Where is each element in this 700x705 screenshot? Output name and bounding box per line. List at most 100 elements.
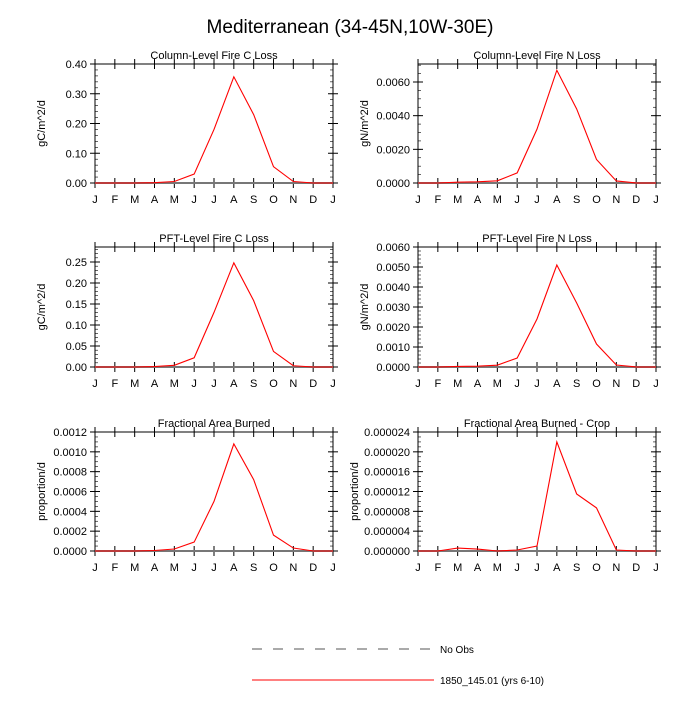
x-tick-label: M xyxy=(130,378,139,390)
x-tick-label: J xyxy=(330,194,336,206)
x-tick-label: A xyxy=(474,562,482,574)
x-tick-label: J xyxy=(514,194,520,206)
x-tick-label: D xyxy=(632,562,640,574)
y-axis-label: gN/m^2/d xyxy=(359,284,371,331)
x-tick-label: M xyxy=(453,562,462,574)
x-tick-label: M xyxy=(493,194,502,206)
x-tick-label: J xyxy=(92,378,98,390)
x-tick-label: J xyxy=(92,194,98,206)
x-tick-label: D xyxy=(632,378,640,390)
y-tick-label: 0.0040 xyxy=(376,111,410,123)
y-tick-label: 0.0004 xyxy=(53,506,87,518)
x-tick-label: O xyxy=(269,378,278,390)
panel-2: Column-Level Fire N Loss gN/m^2/d 0.0000 0.… xyxy=(359,50,661,206)
panel-title: Fractional Area Burned xyxy=(158,418,271,430)
y-axis-label: gN/m^2/d xyxy=(359,100,371,147)
x-tick-label: F xyxy=(434,194,441,206)
x-tick-label: D xyxy=(309,378,317,390)
legend: No Obs 1850_145.01 (yrs 6-10) xyxy=(252,645,544,687)
x-tick-label: O xyxy=(592,562,601,574)
x-tick-label: O xyxy=(269,562,278,574)
x-tick-label: F xyxy=(434,562,441,574)
y-tick-label: 0.000016 xyxy=(364,467,410,479)
y-tick-label: 0.000000 xyxy=(364,546,410,558)
panel-title: Column-Level Fire N Loss xyxy=(473,50,601,62)
x-tick-label: J xyxy=(653,378,659,390)
x-tick-label: S xyxy=(250,562,257,574)
plot-frame xyxy=(94,246,334,368)
x-tick-label: J xyxy=(415,562,421,574)
x-tick-label: A xyxy=(553,378,561,390)
panel-5: Fractional Area Burned proportion/d 0.0000… xyxy=(36,418,338,574)
x-tick-label: O xyxy=(592,378,601,390)
x-tick-label: A xyxy=(230,562,238,574)
x-tick-label: J xyxy=(92,562,98,574)
y-axis-label: gC/m^2/d xyxy=(36,284,48,331)
x-tick-label: S xyxy=(250,378,257,390)
x-tick-label: A xyxy=(230,378,238,390)
x-tick-label: J xyxy=(211,562,217,574)
x-tick-label: F xyxy=(111,378,118,390)
y-tick-label: 0.0030 xyxy=(376,302,410,314)
y-tick-label: 0.0020 xyxy=(376,322,410,334)
y-tick-label: 0.0060 xyxy=(376,242,410,254)
y-axis-label: proportion/d xyxy=(349,462,361,521)
x-tick-label: N xyxy=(289,562,297,574)
y-tick-label: 0.0010 xyxy=(53,447,87,459)
y-tick-label: 0.20 xyxy=(66,119,87,131)
x-tick-label: S xyxy=(573,194,580,206)
x-tick-label: J xyxy=(191,562,197,574)
x-tick-label: J xyxy=(191,378,197,390)
x-tick-label: N xyxy=(289,194,297,206)
panel-6: Fractional Area Burned - Crop proportion/… xyxy=(349,418,661,574)
y-tick-label: 0.000004 xyxy=(364,526,410,538)
x-tick-label: D xyxy=(309,562,317,574)
legend-no-obs-label: No Obs xyxy=(440,645,474,656)
y-tick-label: 0.20 xyxy=(66,278,87,290)
x-tick-label: M xyxy=(453,378,462,390)
x-tick-label: A xyxy=(151,194,159,206)
x-tick-label: N xyxy=(289,378,297,390)
y-tick-label: 0.000008 xyxy=(364,506,410,518)
panel-3: PFT-Level Fire C Loss gC/m^2/d 0.00 0.05 0.1… xyxy=(36,233,338,390)
plot-frame xyxy=(417,431,657,552)
x-tick-label: A xyxy=(474,378,482,390)
x-tick-label: A xyxy=(151,378,159,390)
y-tick-label: 0.0008 xyxy=(53,467,87,479)
x-tick-label: A xyxy=(151,562,159,574)
x-tick-label: J xyxy=(330,378,336,390)
y-tick-label: 0.30 xyxy=(66,89,87,101)
series-line xyxy=(418,439,656,552)
x-tick-label: D xyxy=(309,194,317,206)
x-tick-label: S xyxy=(573,378,580,390)
x-tick-label: J xyxy=(534,562,540,574)
plot-frame xyxy=(94,63,334,184)
y-tick-label: 0.0040 xyxy=(376,282,410,294)
x-tick-label: N xyxy=(612,194,620,206)
x-tick-label: M xyxy=(493,378,502,390)
x-tick-label: M xyxy=(493,562,502,574)
x-tick-label: S xyxy=(250,194,257,206)
y-tick-label: 0.000020 xyxy=(364,447,410,459)
x-tick-label: M xyxy=(170,378,179,390)
x-tick-label: J xyxy=(415,378,421,390)
x-tick-label: J xyxy=(330,562,336,574)
x-tick-label: A xyxy=(553,194,561,206)
y-axis-label: gC/m^2/d xyxy=(36,100,48,147)
series-line xyxy=(418,263,656,368)
y-tick-label: 0.25 xyxy=(66,257,87,269)
y-tick-label: 0.00 xyxy=(66,178,87,190)
x-tick-label: N xyxy=(612,562,620,574)
x-tick-label: J xyxy=(514,378,520,390)
y-tick-label: 0.15 xyxy=(66,299,87,311)
panel-title: PFT-Level Fire C Loss xyxy=(159,233,269,245)
y-tick-label: 0.40 xyxy=(66,59,87,71)
x-tick-label: F xyxy=(111,194,118,206)
y-tick-label: 0.0012 xyxy=(53,427,87,439)
series-line xyxy=(95,261,333,368)
plot-frame xyxy=(94,431,334,552)
x-tick-label: J xyxy=(514,562,520,574)
x-tick-label: F xyxy=(434,378,441,390)
x-tick-label: J xyxy=(534,378,540,390)
